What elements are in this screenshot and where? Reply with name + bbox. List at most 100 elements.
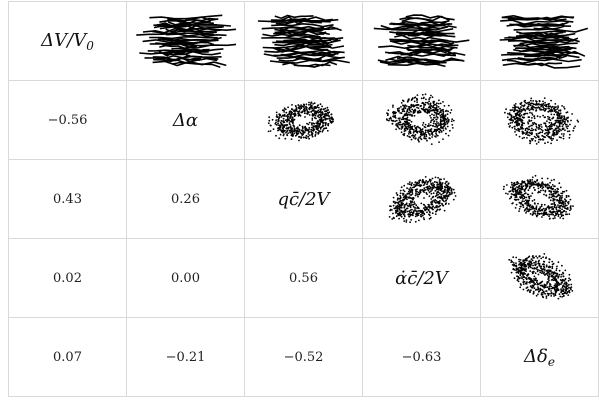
scatter-point	[310, 122, 313, 124]
scatter-point	[290, 120, 292, 123]
scatter-point	[422, 181, 425, 184]
scatter-point	[544, 132, 547, 134]
scatter-point	[430, 189, 433, 191]
scatter-point	[422, 207, 425, 209]
scatter-point	[528, 111, 531, 114]
scatter-point	[390, 209, 393, 211]
scatter-point	[563, 269, 566, 272]
scatter-point	[552, 210, 555, 213]
scatter-point	[395, 119, 398, 122]
scatter-point	[426, 185, 428, 188]
scatter-r2-c3	[388, 176, 456, 224]
scatter-point	[558, 128, 561, 130]
scatter-point	[426, 206, 429, 208]
scatter-point	[558, 124, 560, 127]
scatter-point	[406, 113, 409, 116]
trajectory-stroke	[278, 25, 338, 30]
scatter-point	[441, 112, 444, 115]
scatter-point	[553, 103, 556, 105]
scatter-point	[310, 101, 312, 104]
scatter-point	[297, 114, 299, 117]
scatter-point	[518, 128, 521, 131]
scatter-point	[567, 201, 570, 203]
scatter-point	[531, 113, 533, 116]
scatter-point	[556, 105, 559, 107]
scatter-point	[549, 295, 552, 297]
scatter-point	[549, 283, 551, 286]
scatter-point	[532, 256, 535, 259]
scatter-point	[555, 208, 557, 211]
scatter-point	[526, 180, 529, 183]
scatter-point	[528, 131, 530, 134]
scatter-point	[533, 189, 536, 191]
scatter-point	[538, 269, 540, 272]
scatter-point	[438, 178, 441, 181]
var-label-v0: ΔV/V0	[41, 29, 94, 53]
scatter-point	[414, 212, 417, 215]
scatter-point	[522, 288, 524, 291]
scatter-point	[422, 121, 424, 124]
scatter-point	[412, 205, 414, 208]
scatter-point	[564, 289, 567, 292]
scatter-point	[535, 268, 537, 270]
scatter-point	[555, 130, 558, 132]
scatter-point	[410, 138, 412, 141]
scatter-point	[427, 209, 429, 212]
scatter-point	[562, 133, 565, 135]
scatter-point	[546, 281, 549, 283]
scatter-point	[565, 207, 568, 210]
scatter-point	[312, 113, 315, 116]
scatter-point	[435, 204, 438, 207]
scatter-point	[446, 186, 448, 189]
scatter-point	[408, 192, 410, 194]
scatter-point	[509, 259, 512, 262]
scatter-point	[547, 107, 550, 110]
scatter-point	[413, 206, 416, 209]
scatter-point	[417, 140, 420, 143]
scatter-point	[444, 184, 447, 186]
scatter-point	[540, 128, 542, 131]
scatter-point	[536, 269, 539, 271]
scatter-point	[568, 291, 570, 294]
scatter-point	[286, 128, 289, 130]
scatter-point	[302, 106, 304, 108]
trajectory-stroke	[279, 26, 342, 32]
scatter-point	[444, 132, 447, 135]
scatter-point	[528, 134, 530, 137]
scatter-point	[542, 207, 545, 210]
scatter-point	[423, 125, 425, 128]
scatter-point	[529, 99, 532, 102]
scatter-point	[414, 204, 417, 207]
scatter-point	[523, 100, 525, 102]
scatter-point	[521, 121, 523, 124]
scatter-point	[405, 126, 407, 129]
scatter-point	[286, 116, 289, 119]
scatter-point	[410, 200, 413, 203]
scatter-point	[541, 289, 543, 291]
scatter-point	[311, 103, 314, 105]
scatter-point	[300, 134, 303, 136]
scatter-point	[413, 203, 416, 205]
scatter-point	[431, 208, 433, 210]
scatter-point	[537, 182, 539, 185]
scatter-point	[513, 183, 516, 186]
scatter-point	[514, 256, 517, 259]
scatter-point	[435, 191, 438, 193]
scatter-point	[428, 114, 431, 117]
scatter-point	[408, 119, 411, 122]
scatter-point	[405, 187, 408, 190]
scatter-point	[565, 292, 567, 295]
scatter-point	[538, 206, 541, 209]
scatter-point	[438, 114, 441, 117]
scatter-point	[556, 121, 559, 124]
scatter-point	[510, 181, 513, 184]
scatter-point	[425, 211, 428, 214]
scatter-point	[547, 121, 550, 124]
scatter-point	[542, 272, 545, 275]
scatter-point	[395, 215, 398, 218]
scatter-point	[539, 123, 542, 126]
scatter-point	[523, 196, 525, 198]
scatter-point	[409, 213, 412, 216]
scatter-point	[517, 210, 520, 212]
scatter-point	[424, 101, 427, 104]
